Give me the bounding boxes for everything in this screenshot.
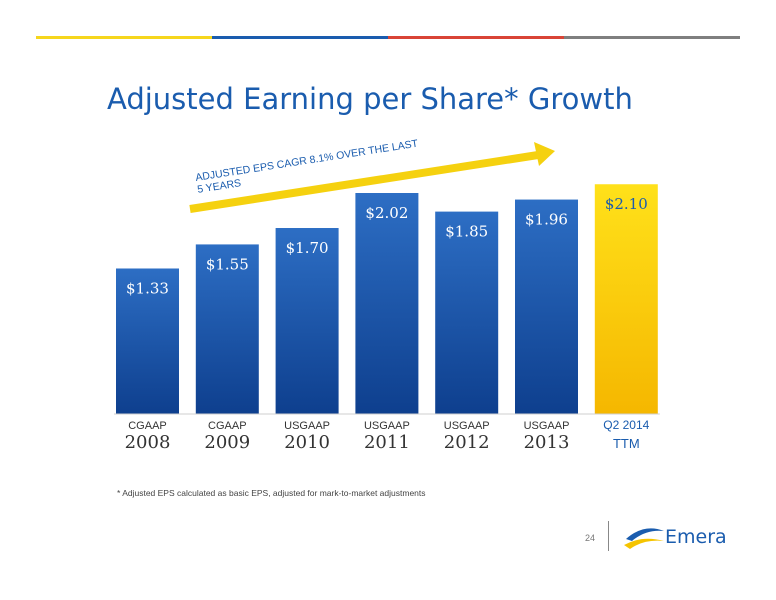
top-bar-red-segment	[388, 36, 564, 39]
category-label-2009: 2009	[204, 432, 250, 453]
emera-logo: Emera	[608, 519, 727, 553]
category-prefix-label: USGAAP	[364, 420, 410, 432]
bar-2010	[275, 228, 339, 414]
bar-2009	[195, 244, 259, 414]
logo-wordmark: Emera	[665, 526, 727, 548]
value-label-2013: $1.96	[525, 211, 568, 229]
page-number: 24	[585, 533, 596, 543]
bar-2013	[515, 199, 578, 414]
category-prefix-label: USGAAP	[284, 420, 330, 432]
top-bar-yellow-segment	[36, 36, 212, 39]
value-label-2008: $1.33	[126, 279, 169, 297]
growth-arrow-shaft	[189, 151, 539, 213]
growth-arrow-head	[534, 142, 555, 166]
bar-2008	[116, 268, 179, 414]
category-prefix-label: CGAAP	[208, 420, 247, 432]
value-label-2012: $1.85	[445, 223, 488, 241]
category-prefix-label: USGAAP	[444, 420, 490, 432]
bar-2012	[435, 211, 499, 414]
category-label-2011: 2011	[364, 432, 410, 453]
emera-logo-mark-icon	[624, 528, 664, 549]
category-label-2012: 2012	[444, 432, 490, 453]
top-color-bar	[36, 36, 740, 39]
bar-2011	[355, 193, 419, 414]
top-bar-gray-segment	[564, 36, 740, 39]
category-label-2010: 2010	[284, 432, 330, 453]
category-label-2013: 2013	[524, 432, 570, 453]
category-prefix-label: Q2 2014	[603, 418, 649, 432]
value-label-2009: $1.55	[206, 255, 249, 273]
logo-divider	[608, 521, 609, 551]
slide-title: Adjusted Earning per Share* Growth	[107, 82, 633, 116]
value-label-2011: $2.02	[365, 204, 408, 222]
top-bar-blue-segment	[212, 36, 388, 39]
category-label-2008: 2008	[125, 432, 171, 453]
value-label-ttm: $2.10	[605, 195, 648, 213]
category-prefix-label: USGAAP	[524, 420, 570, 432]
footnote: * Adjusted EPS calculated as basic EPS, …	[117, 488, 426, 498]
category-label-ttm: TTM	[613, 436, 640, 451]
category-prefix-label: CGAAP	[128, 420, 167, 432]
bar-ttm	[594, 184, 658, 414]
value-label-2010: $1.70	[286, 239, 329, 257]
